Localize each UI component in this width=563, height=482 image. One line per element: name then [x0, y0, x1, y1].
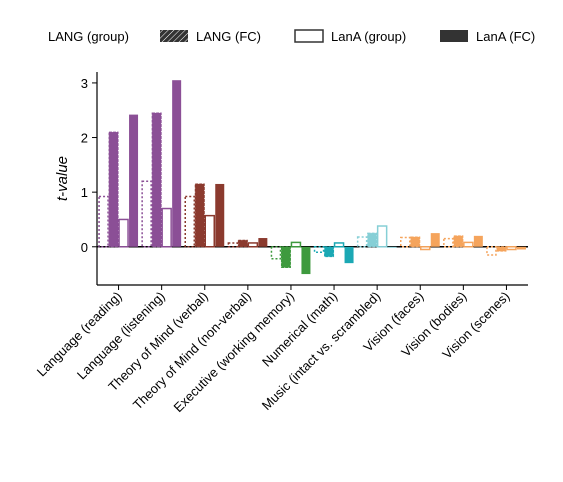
bar [118, 218, 129, 248]
bar [356, 236, 368, 248]
bar [258, 238, 268, 247]
bar [324, 246, 335, 258]
bar [506, 246, 517, 251]
bar [344, 246, 354, 264]
bar [151, 112, 162, 248]
bar [486, 246, 497, 256]
bar [333, 242, 345, 248]
legend-label: LANG (group) [48, 29, 129, 44]
bar [301, 246, 311, 275]
y-axis-title: t-value [54, 156, 71, 201]
bar [473, 235, 483, 247]
bar [430, 233, 440, 247]
legend-label: LanA (group) [331, 29, 406, 44]
legend-swatch [160, 30, 188, 42]
bar [410, 236, 421, 248]
y-tick-label: 0 [81, 240, 88, 255]
legend-label: LanA (FC) [476, 29, 535, 44]
bar [215, 183, 225, 247]
bar [108, 131, 119, 248]
bar [376, 225, 388, 248]
bar [270, 246, 282, 260]
bar [420, 246, 431, 251]
bar [172, 80, 182, 247]
bar [313, 246, 325, 253]
bar [516, 246, 526, 250]
bar [496, 246, 507, 252]
x-tick-label: Numerical (math) [259, 289, 340, 370]
bar [204, 214, 215, 248]
bar [141, 180, 152, 248]
y-tick-label: 1 [81, 185, 88, 200]
bar [290, 241, 302, 248]
bar [443, 237, 454, 248]
bar [247, 242, 259, 248]
bar [367, 232, 378, 248]
bar [194, 183, 205, 248]
bar [387, 246, 397, 248]
legend: LANG (group) LANG (FC) LanA (group) LanA (F… [48, 29, 535, 44]
bar [98, 195, 109, 248]
bar [237, 239, 248, 248]
legend-label: LANG (FC) [196, 29, 261, 44]
bar [129, 114, 139, 247]
bar [463, 241, 474, 248]
bar [184, 195, 195, 248]
bar [453, 235, 464, 248]
bar [400, 236, 411, 248]
bar [227, 242, 239, 248]
bar [161, 207, 172, 248]
bar [280, 246, 291, 269]
y-tick-label: 3 [81, 76, 88, 91]
legend-swatch [440, 30, 468, 42]
y-tick-label: 2 [81, 131, 88, 146]
legend-swatch [294, 29, 324, 43]
